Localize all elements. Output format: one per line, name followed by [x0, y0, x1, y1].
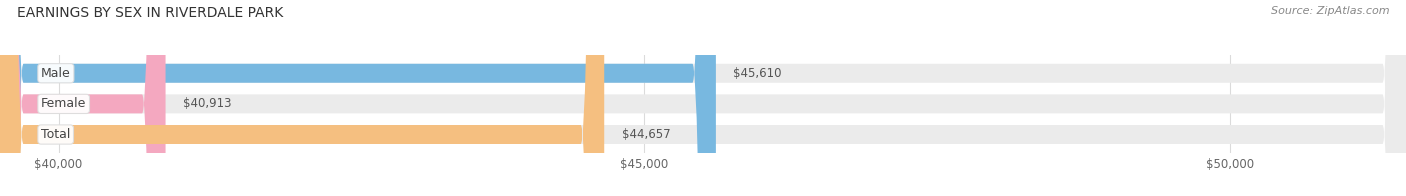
Text: Male: Male	[41, 67, 70, 80]
Text: EARNINGS BY SEX IN RIVERDALE PARK: EARNINGS BY SEX IN RIVERDALE PARK	[17, 6, 283, 20]
Text: $44,657: $44,657	[621, 128, 671, 141]
Text: Source: ZipAtlas.com: Source: ZipAtlas.com	[1271, 6, 1389, 16]
FancyBboxPatch shape	[0, 0, 166, 196]
FancyBboxPatch shape	[0, 0, 716, 196]
Text: $45,610: $45,610	[734, 67, 782, 80]
Text: Female: Female	[41, 97, 86, 110]
Text: Total: Total	[41, 128, 70, 141]
Text: $40,913: $40,913	[183, 97, 232, 110]
FancyBboxPatch shape	[0, 0, 605, 196]
